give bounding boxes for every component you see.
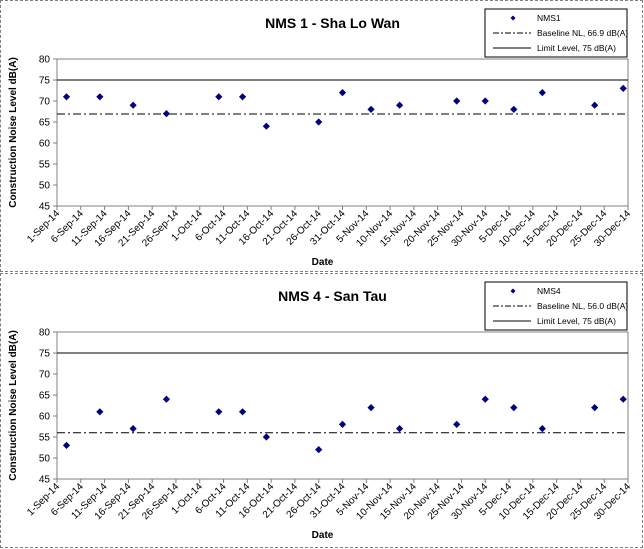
chart-title: NMS 4 - San Tau (278, 288, 387, 304)
legend-label: Baseline NL, 56.0 dB(A) (537, 301, 628, 311)
data-point (453, 420, 461, 428)
data-point (315, 118, 323, 126)
legend-marker (510, 15, 516, 21)
data-point (481, 395, 489, 403)
y-tick-label: 60 (39, 139, 51, 150)
plot-area (56, 331, 629, 480)
data-point (215, 93, 223, 101)
x-axis-label: Date (312, 530, 334, 541)
data-point (315, 446, 323, 454)
data-point (510, 404, 518, 412)
data-point (619, 395, 627, 403)
data-point (591, 101, 599, 109)
y-tick-label: 55 (39, 160, 51, 171)
y-tick-label: 80 (39, 55, 51, 66)
legend-label: Limit Level, 75 dB(A) (537, 316, 616, 326)
y-tick-label: 75 (39, 349, 51, 360)
data-point (162, 110, 171, 118)
data-point (238, 408, 247, 416)
data-point (453, 97, 461, 105)
data-point (367, 105, 375, 113)
y-axis-label: Construction Noise Level dB(A) (8, 330, 19, 481)
data-point (62, 441, 71, 449)
chart-panel-nms1: NMS 1 - Sha Lo Wan 45 50 55 60 65 70 75 80 1-Sep-… (0, 0, 643, 272)
legend-label: Baseline NL, 66.9 dB(A) (537, 28, 628, 38)
y-tick-label: 50 (39, 181, 51, 192)
data-point (591, 404, 599, 412)
data-point (510, 105, 518, 113)
chart-panel-nms4: NMS 4 - San Tau 45 50 55 60 65 70 75 80 1-Sep-14 6… (0, 273, 643, 548)
chart-nms1: NMS 1 - Sha Lo Wan45505560657075801-Sep-… (8, 8, 633, 268)
data-point (538, 425, 546, 433)
data-point (215, 408, 223, 416)
data-point (338, 89, 347, 97)
plot-area (56, 58, 629, 207)
legend-marker (510, 288, 516, 294)
y-tick-label: 65 (39, 391, 51, 402)
data-point (162, 395, 171, 403)
x-axis-label: Date (312, 257, 334, 268)
y-tick-label: 80 (39, 328, 51, 339)
data-point (96, 93, 104, 101)
legend-label: NMS1 (537, 13, 561, 23)
y-tick-label: 65 (39, 118, 51, 129)
y-axis-label: Construction Noise Level dB(A) (8, 57, 19, 208)
data-point (262, 122, 270, 130)
chart-title: NMS 1 - Sha Lo Wan (265, 15, 400, 31)
data-point (396, 425, 404, 433)
data-point (62, 93, 71, 101)
data-point (367, 404, 375, 412)
y-tick-label: 55 (39, 433, 51, 444)
data-point (129, 425, 137, 433)
data-point (338, 420, 347, 428)
data-point (481, 97, 489, 105)
data-point (238, 93, 247, 101)
legend-label: NMS4 (537, 286, 561, 296)
data-point (396, 101, 404, 109)
chart-nms4: NMS 4 - San Tau45505560657075801-Sep-146… (8, 281, 633, 541)
y-tick-label: 70 (39, 97, 51, 108)
legend-label: Limit Level, 75 dB(A) (537, 43, 616, 53)
y-tick-label: 50 (39, 454, 51, 465)
data-point (538, 89, 546, 97)
y-tick-label: 45 (39, 475, 51, 486)
data-point (129, 101, 137, 109)
y-tick-label: 60 (39, 412, 51, 423)
data-point (619, 84, 627, 92)
y-tick-label: 70 (39, 370, 51, 381)
data-point (96, 408, 104, 416)
y-tick-label: 75 (39, 76, 51, 87)
y-tick-label: 45 (39, 202, 51, 213)
data-point (262, 433, 270, 441)
